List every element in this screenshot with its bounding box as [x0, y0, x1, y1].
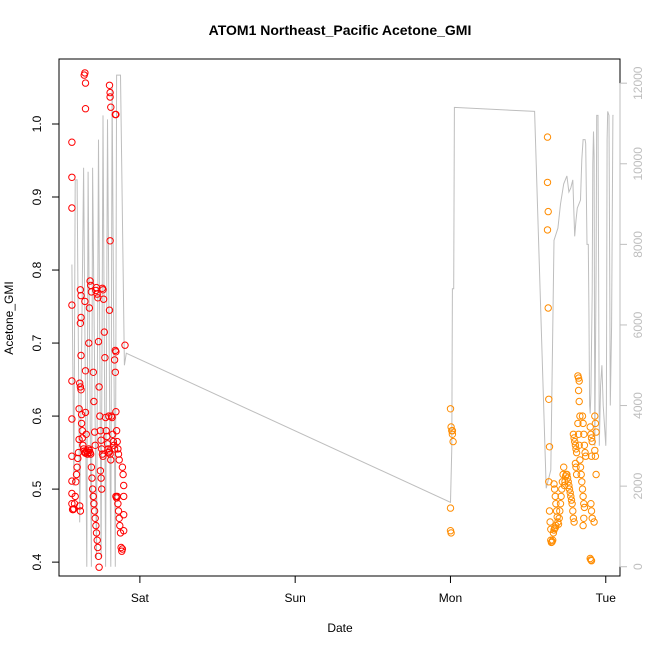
y-tick-label: 0.6	[30, 407, 44, 424]
data-point	[110, 431, 116, 437]
chart-title: ATOM1 Northeast_Pacific Acetone_GMI	[209, 22, 472, 38]
data-point	[580, 493, 586, 499]
data-point	[95, 544, 101, 550]
data-point	[82, 80, 88, 86]
data-point	[106, 82, 112, 88]
data-point	[107, 238, 113, 244]
data-point	[112, 369, 118, 375]
data-point	[69, 205, 75, 211]
data-point	[579, 479, 585, 485]
y-tick-label: 0.5	[30, 480, 44, 497]
y-axis-label: Acetone_GMI	[2, 281, 16, 354]
data-point	[577, 464, 583, 470]
y-tick-label: 0.8	[30, 261, 44, 278]
data-point	[581, 504, 587, 510]
data-point	[69, 139, 75, 145]
data-point	[121, 482, 127, 488]
data-point	[578, 471, 584, 477]
data-point	[120, 471, 126, 477]
right-tick-label: 12000	[631, 66, 645, 100]
altitude-line	[72, 75, 614, 567]
data-point	[116, 515, 122, 521]
data-point	[450, 438, 456, 444]
right-tick-label: 8000	[631, 231, 645, 258]
data-point	[447, 505, 453, 511]
right-axis: 0 2000 4000 6000 8000 10000 12000	[620, 66, 645, 570]
data-point	[579, 486, 585, 492]
y-tick-label: 0.9	[30, 188, 44, 205]
data-point	[580, 522, 586, 528]
right-tick-label: 2000	[631, 472, 645, 499]
data-point	[121, 493, 127, 499]
y-tick-label: 1.0	[30, 115, 44, 132]
data-point	[593, 471, 599, 477]
data-point	[576, 398, 582, 404]
right-tick-label: 6000	[631, 311, 645, 338]
x-axis-label: Date	[327, 621, 353, 635]
data-point	[69, 174, 75, 180]
data-point	[79, 428, 85, 434]
data-point	[573, 449, 579, 455]
data-point	[545, 208, 551, 214]
x-tick-label: Tue	[596, 591, 617, 605]
data-point	[121, 512, 127, 518]
data-point	[581, 515, 587, 521]
right-tick-label: 4000	[631, 392, 645, 419]
data-point	[546, 444, 552, 450]
data-point	[96, 564, 102, 570]
y-axis: 0.4 0.5 0.6 0.7 0.8 0.9 1.0	[30, 115, 59, 570]
data-point	[544, 134, 550, 140]
data-point	[95, 338, 101, 344]
data-point	[577, 457, 583, 463]
data-point	[575, 387, 581, 393]
altitude-series	[72, 75, 614, 567]
data-point	[544, 227, 550, 233]
data-point	[546, 508, 552, 514]
right-tick-label: 10000	[631, 147, 645, 181]
x-tick-label: Sun	[284, 591, 305, 605]
data-point	[546, 396, 552, 402]
data-point	[86, 340, 92, 346]
data-point	[588, 508, 594, 514]
data-point	[447, 406, 453, 412]
data-point	[119, 464, 125, 470]
data-point	[591, 519, 597, 525]
data-point	[544, 179, 550, 185]
data-point	[108, 104, 114, 110]
x-axis: Sat Sun Mon Tue	[131, 576, 616, 605]
data-point	[570, 508, 576, 514]
series-2	[447, 134, 599, 564]
x-tick-label: Mon	[439, 591, 462, 605]
data-point	[94, 537, 100, 543]
x-tick-label: Sat	[131, 591, 150, 605]
y-tick-label: 0.4	[30, 553, 44, 570]
points-layer	[69, 70, 600, 571]
data-point	[82, 106, 88, 112]
data-point	[588, 501, 594, 507]
data-point	[561, 464, 567, 470]
data-point	[545, 305, 551, 311]
data-point	[92, 515, 98, 521]
data-point	[90, 369, 96, 375]
data-point	[122, 342, 128, 348]
data-point	[547, 519, 553, 525]
data-point	[571, 519, 577, 525]
y-tick-label: 0.7	[30, 334, 44, 351]
data-point	[556, 515, 562, 521]
data-point	[589, 515, 595, 521]
data-point	[111, 357, 117, 363]
data-point	[557, 501, 563, 507]
right-tick-label: 0	[631, 563, 645, 570]
